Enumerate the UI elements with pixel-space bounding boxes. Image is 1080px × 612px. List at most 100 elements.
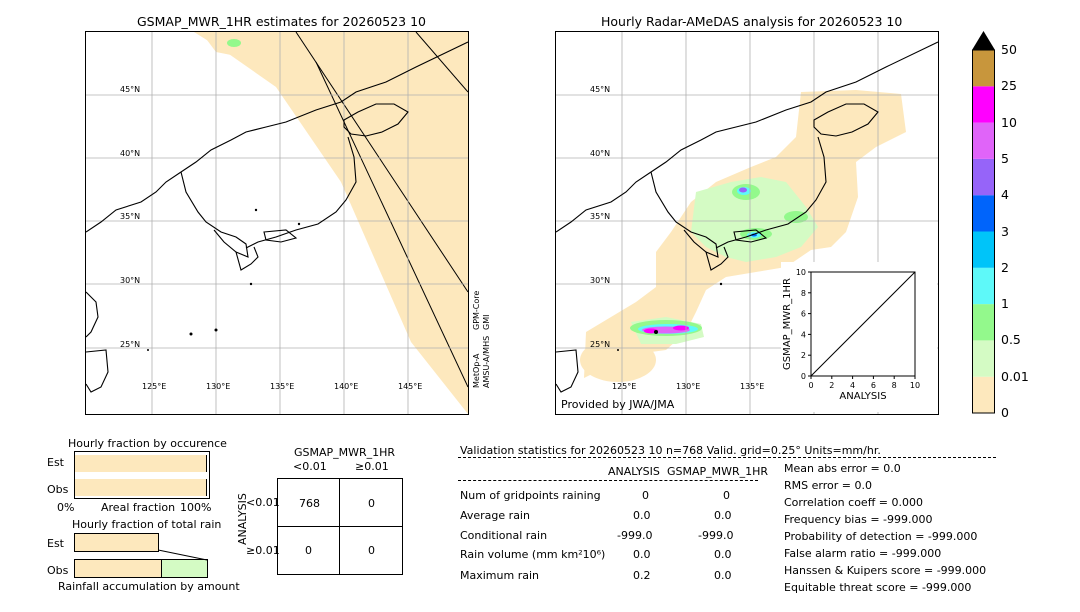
occurence-tick-0: 0% [57, 501, 75, 514]
scatter-diagonal [810, 271, 916, 377]
colorbar-extend-triangle [972, 31, 995, 50]
occurence-obs-label: Obs [47, 483, 69, 496]
stat-row-label: Rain volume (mm km²10⁶) [460, 548, 606, 561]
scatter-y-tick-label: 4 [801, 330, 806, 339]
colorbar [972, 31, 996, 414]
right-map-svg [556, 32, 938, 414]
score-correlation: Correlation coeff = 0.000 [784, 496, 923, 509]
score-far: False alarm ratio = -999.000 [784, 547, 942, 560]
colorbar-segment [972, 376, 995, 413]
left-lat-label-45: 45°N [120, 85, 141, 94]
contingency-row-2: ≥0.01 [246, 544, 280, 557]
left-map-svg [86, 32, 468, 414]
left-lat-label-35: 35°N [120, 212, 141, 221]
scatter-x-tick-label: 6 [871, 381, 876, 390]
stat-row-analysis: 0.2 [633, 569, 651, 582]
contingency-col-1: <0.01 [293, 460, 327, 473]
colorbar-segment [972, 231, 995, 268]
stat-row-gsmap: 0.0 [714, 548, 732, 561]
contingency-table: 768 0 0 0 [277, 478, 403, 575]
left-coastlines [86, 41, 468, 393]
sensor-label-amsu: AMSU-A/MHS [482, 335, 491, 388]
stat-row-analysis: 0.0 [633, 548, 651, 561]
scatter-y-tick-label: 6 [801, 310, 806, 319]
left-lon-label-130: 130°E [206, 382, 231, 391]
validation-col-rule [458, 480, 758, 481]
contingency-col-2: ≥0.01 [355, 460, 389, 473]
left-lat-label-40: 40°N [120, 149, 141, 158]
colorbar-label: 0.01 [1001, 368, 1029, 384]
scatter-y-tick-label: 8 [801, 289, 806, 298]
left-swath-upper-strip [201, 32, 296, 62]
right-lon-label-130: 130°E [676, 382, 701, 391]
radar-coverage-south [580, 338, 656, 382]
colorbar-label: 10 [1001, 114, 1017, 130]
sensor-label-gmi: GMI [482, 314, 491, 330]
colorbar-label: 5 [1001, 150, 1009, 166]
scatter-plot: 0 2 4 6 8 10 0 2 4 6 8 10 ANALYSIS GSMAP_MWR_1HR [782, 268, 920, 402]
stat-row-gsmap: -999.0 [698, 529, 734, 542]
total-rain-est-bar [74, 533, 160, 552]
contingency-cell-1-1: 768 [299, 497, 320, 510]
colorbar-label: 50 [1001, 42, 1017, 57]
left-lat-label-25: 25°N [120, 340, 141, 349]
scatter-y-tick-label: 0 [801, 372, 806, 381]
sensor-label-metop: MetOp-A [472, 353, 481, 388]
total-rain-est-label: Est [47, 537, 64, 550]
stat-row-gsmap: 0.0 [714, 569, 732, 582]
occurence-xlabel: Areal fraction [101, 501, 176, 514]
provider-label: Provided by JWA/JMA [561, 398, 675, 411]
colorbar-segment [972, 122, 995, 159]
left-map-title: GSMAP_MWR_1HR estimates for 20260523 10 [137, 14, 426, 29]
right-islands [617, 282, 723, 351]
right-lat-label-30: 30°N [590, 276, 611, 285]
colorbar-label: 2 [1001, 259, 1009, 275]
colorbar-label: 4 [1001, 187, 1009, 203]
left-lon-label-135: 135°E [270, 382, 295, 391]
contingency-cell-1-2: 0 [368, 497, 375, 510]
scatter-x-tick-label: 2 [829, 381, 834, 390]
occurence-obs-bar [75, 479, 207, 496]
scatter-y-tick-label: 10 [796, 268, 806, 277]
sensor-label-gpm: GPM-Core [472, 290, 481, 330]
occurence-est-bar [75, 455, 207, 472]
stat-row-analysis: 0.0 [633, 509, 651, 522]
validation-header: Validation statistics for 20260523 10 n=… [460, 444, 881, 457]
left-lon-label-125: 125°E [142, 382, 167, 391]
stat-row-analysis: 0 [642, 489, 649, 502]
left-map: 45°N 40°N 35°N 30°N 25°N 125°E 130°E 135… [85, 31, 469, 415]
total-rain-obs-label: Obs [47, 564, 69, 577]
scatter-x-tick-label: 4 [850, 381, 855, 390]
total-rain-xlabel: Rainfall accumulation by amount [58, 580, 240, 593]
right-lat-label-40: 40°N [590, 149, 611, 158]
total-rain-obs-remainder [160, 559, 208, 578]
colorbar-svg [972, 31, 995, 414]
scatter-inset: 0 2 4 6 8 10 0 2 4 6 8 10 ANALYSIS GSMAP_MWR_1HR [781, 262, 937, 412]
colorbar-segment [972, 267, 995, 305]
left-swath-edge-1 [295, 32, 468, 293]
colorbar-label: 0 [1001, 405, 1009, 420]
score-ets: Equitable threat score = -999.000 [784, 581, 972, 594]
colorbar-label: 0.5 [1001, 332, 1021, 348]
colorbar-segment [972, 340, 995, 377]
right-map-title: Hourly Radar-AMeDAS analysis for 2026052… [601, 14, 903, 29]
left-lon-label-140: 140°E [334, 382, 359, 391]
colorbar-label: 25 [1001, 78, 1017, 94]
score-mean-abs-error: Mean abs error = 0.0 [784, 462, 901, 475]
left-swath-top [194, 32, 468, 414]
scatter-x-tick-label: 0 [808, 381, 813, 390]
scatter-x-tick-label: 8 [892, 381, 897, 390]
validation-col-gsmap: GSMAP_MWR_1HR [667, 465, 769, 478]
right-map: 45°N 40°N 35°N 30°N 25°N 125°E 130°E 135… [555, 31, 939, 415]
score-frequency-bias: Frequency bias = -999.000 [784, 513, 933, 526]
right-lon-label-135: 135°E [740, 382, 765, 391]
left-swath-edge-3 [315, 61, 468, 388]
stat-row-label: Average rain [460, 509, 530, 522]
left-map-grid [86, 32, 468, 414]
validation-col-analysis: ANALYSIS [608, 465, 660, 478]
stat-row-gsmap: 0.0 [714, 509, 732, 522]
right-coastlines [556, 41, 938, 393]
scatter-ylabel: GSMAP_MWR_1HR [782, 278, 793, 370]
colorbar-segment [972, 86, 995, 123]
score-hk: Hanssen & Kuipers score = -999.000 [784, 564, 987, 577]
